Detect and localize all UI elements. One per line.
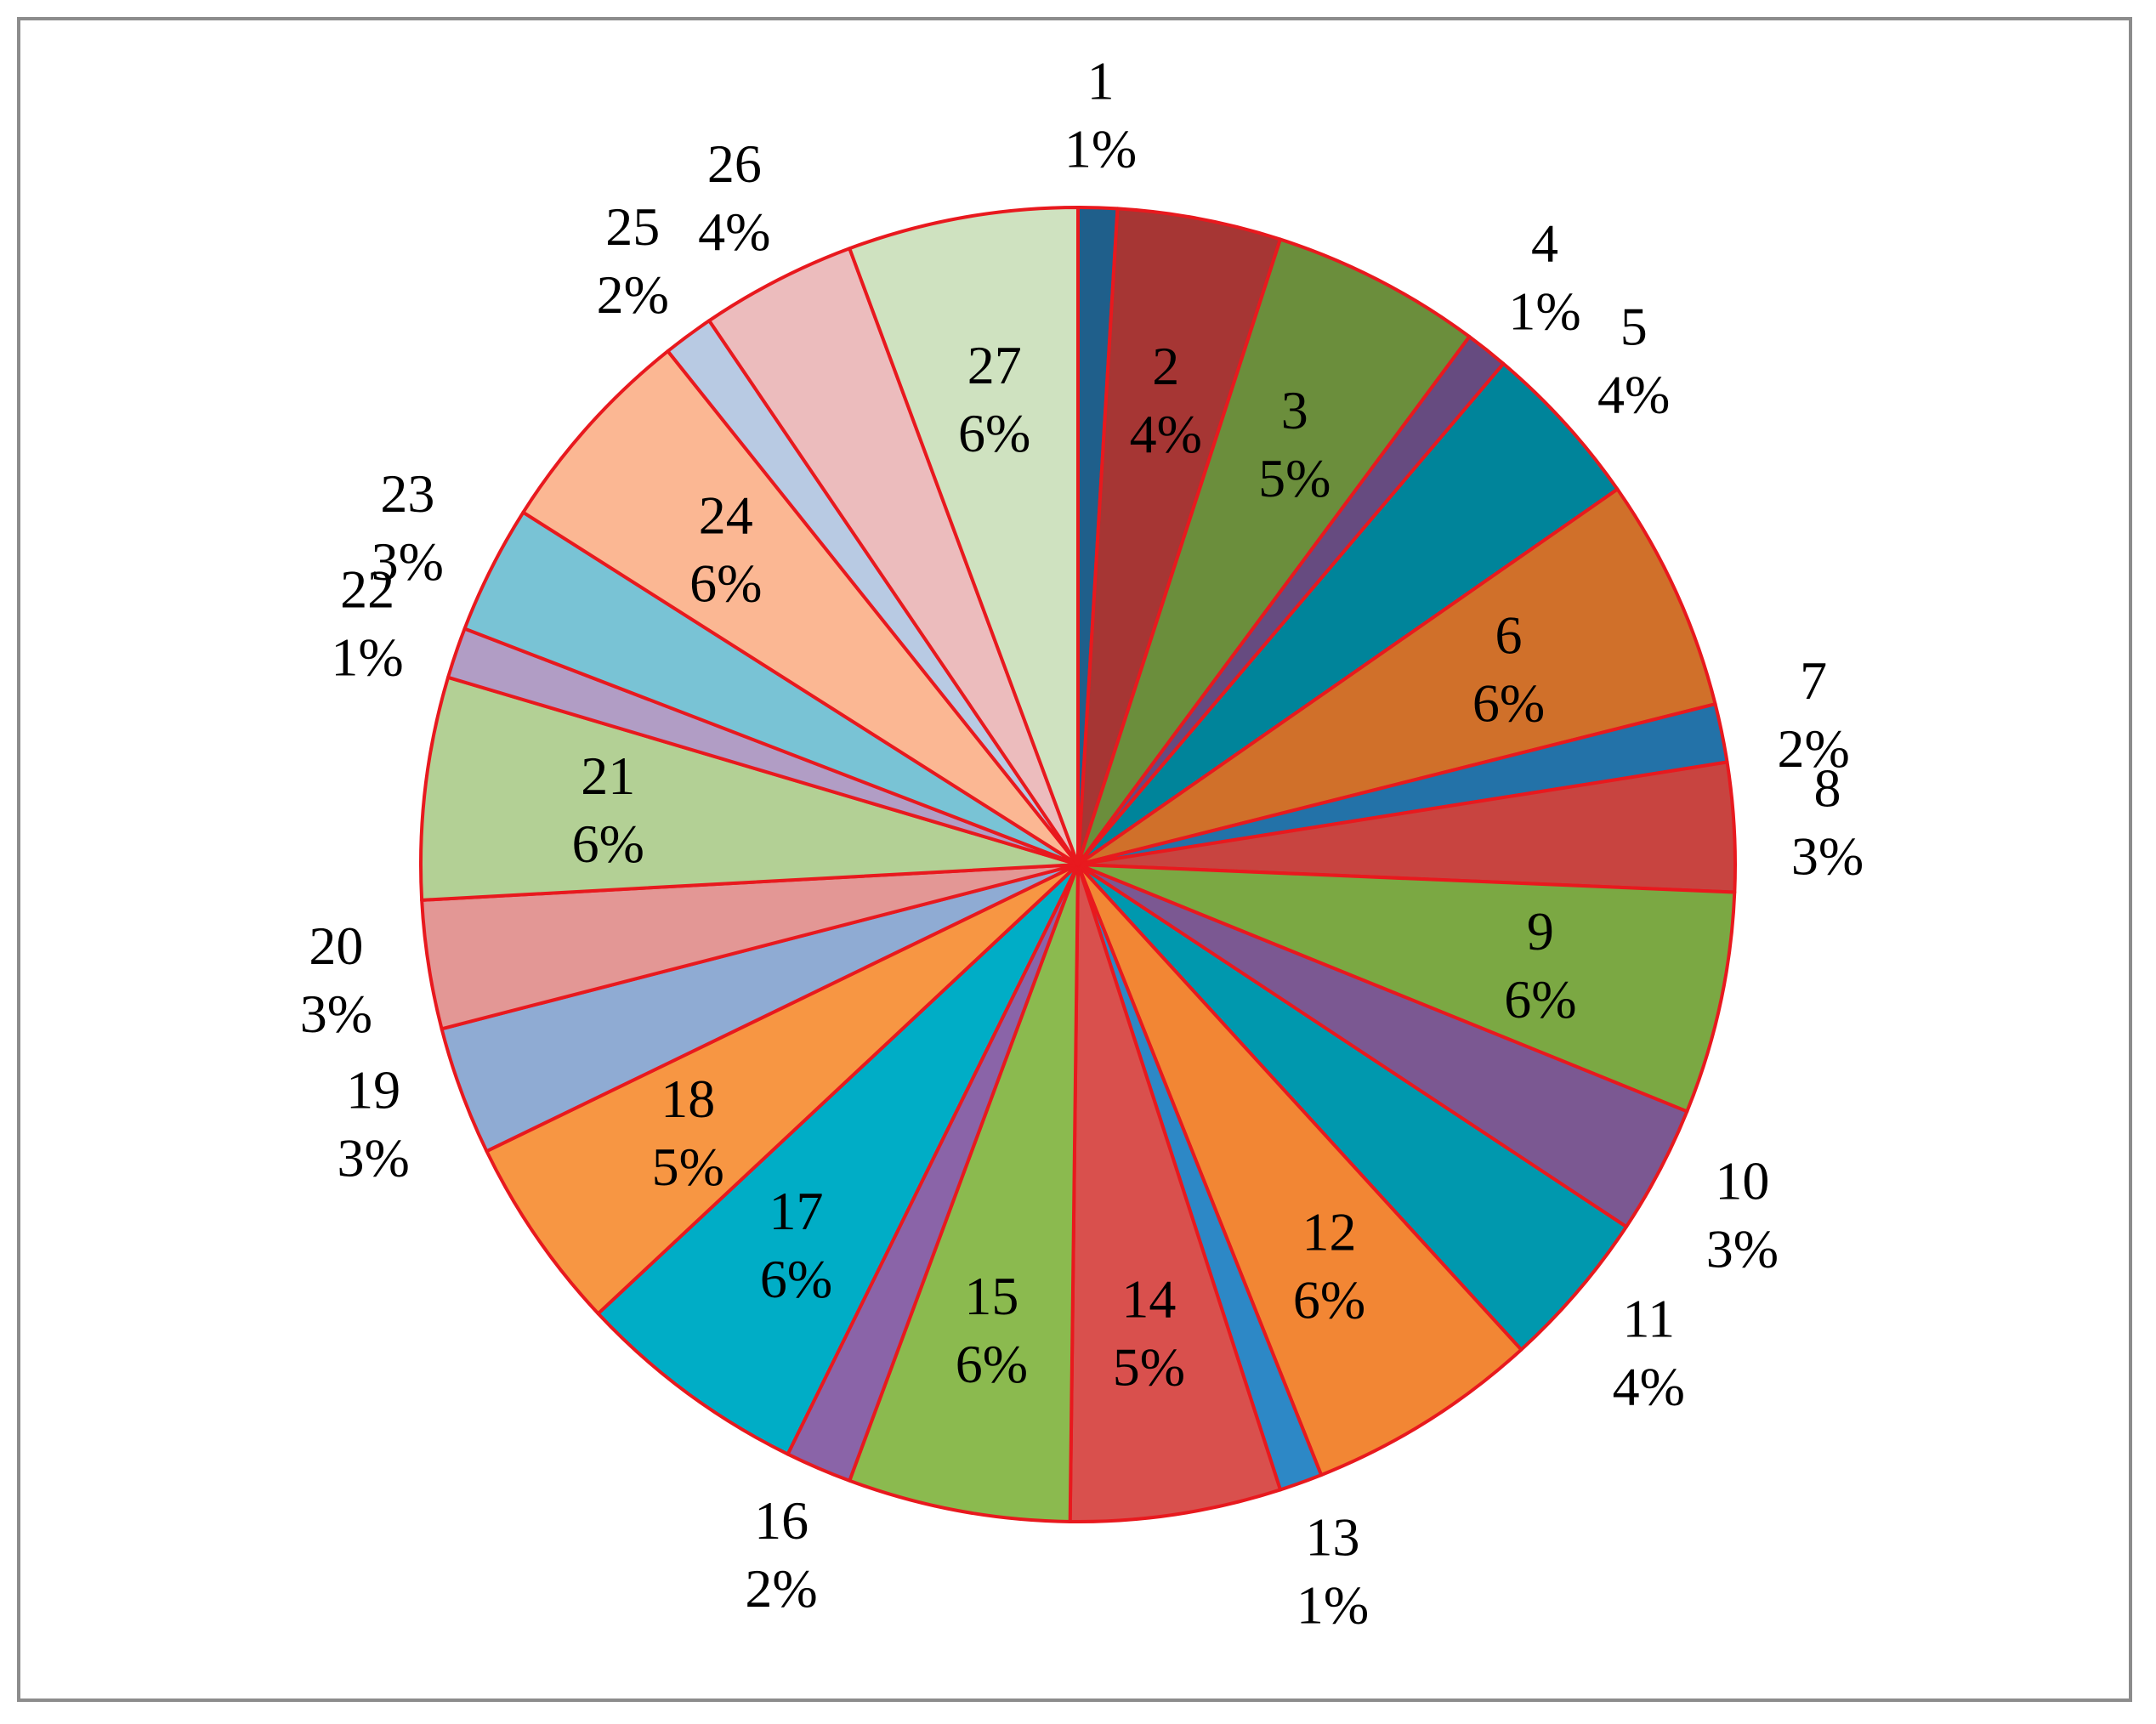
pie-slice-5: [1076, 361, 1620, 866]
pie-slice-18: [485, 863, 1080, 1316]
slice-percent-14: 5%: [1113, 1336, 1185, 1397]
pie-slice-26: [707, 247, 1080, 866]
slice-number-18: 18: [661, 1069, 715, 1129]
slice-number-8: 8: [1814, 758, 1841, 819]
pie-slice-6: [1076, 487, 1717, 866]
slice-number-19: 19: [346, 1059, 400, 1120]
pie-slice-14: [1068, 863, 1282, 1523]
slice-number-22: 22: [340, 559, 394, 620]
slice-number-27: 27: [967, 335, 1022, 395]
slice-percent-22: 1%: [331, 627, 403, 688]
slice-label-23: 23 3%: [372, 463, 444, 592]
slice-percent-20: 3%: [300, 984, 372, 1044]
slice-number-11: 11: [1622, 1289, 1675, 1349]
slice-label-6: 6 6%: [1472, 604, 1545, 733]
slice-label-20: 20 3%: [300, 916, 372, 1044]
slice-label-25: 25 2%: [597, 196, 669, 325]
pie-slice-24: [521, 349, 1080, 866]
slice-percent-7: 2%: [1777, 718, 1849, 779]
slice-percent-12: 6%: [1293, 1270, 1365, 1330]
pie-slice-12: [1076, 863, 1523, 1477]
slice-percent-24: 6%: [689, 553, 762, 613]
slice-label-14: 14 5%: [1113, 1268, 1185, 1397]
slice-number-24: 24: [699, 485, 753, 545]
slice-label-8: 8 3%: [1791, 758, 1864, 887]
pie-slice-3: [1076, 237, 1472, 866]
slice-percent-17: 6%: [760, 1249, 832, 1309]
slice-percent-9: 6%: [1504, 969, 1576, 1029]
slice-number-23: 23: [380, 463, 434, 524]
slice-number-9: 9: [1527, 901, 1554, 961]
slice-label-4: 4 1%: [1508, 213, 1580, 341]
slice-number-6: 6: [1495, 604, 1523, 665]
slice-number-1: 1: [1087, 50, 1115, 111]
slice-number-13: 13: [1306, 1507, 1360, 1568]
slice-label-7: 7 2%: [1777, 650, 1849, 779]
slice-label-18: 18 5%: [652, 1069, 724, 1197]
slice-percent-8: 3%: [1791, 826, 1864, 887]
slice-number-26: 26: [707, 133, 762, 194]
slice-number-14: 14: [1121, 1268, 1176, 1329]
slice-percent-15: 6%: [956, 1334, 1028, 1394]
slice-number-16: 16: [754, 1490, 808, 1551]
pie-slice-17: [596, 863, 1080, 1456]
slice-number-4: 4: [1531, 213, 1558, 273]
slice-number-10: 10: [1715, 1150, 1769, 1211]
pie-labels: 1 1%2 4% 3 5%4 1% 5 4%6 6% 7 2%8 3%9 6%10 3%11 4%12 6%1…: [300, 50, 1864, 1635]
slice-label-24: 24 6%: [689, 485, 762, 613]
slice-number-21: 21: [581, 746, 635, 806]
pie-slice-9: [1076, 863, 1737, 1114]
slice-percent-18: 5%: [652, 1137, 724, 1197]
slice-percent-23: 3%: [372, 531, 444, 592]
slice-percent-11: 4%: [1613, 1357, 1685, 1417]
slice-label-9: 9 6%: [1504, 901, 1576, 1029]
slice-percent-25: 2%: [597, 264, 669, 325]
pie-slice-21: [419, 675, 1080, 902]
slice-label-1: 1 1%: [1064, 50, 1137, 179]
pie-slice-27: [848, 206, 1080, 866]
slice-label-2: 2 4%: [1130, 336, 1202, 464]
slice-percent-13: 1%: [1296, 1575, 1369, 1636]
slice-number-3: 3: [1281, 380, 1308, 440]
slice-label-5: 5 4%: [1597, 296, 1670, 424]
slice-label-16: 16 2%: [745, 1490, 817, 1619]
slice-label-26: 26 4%: [698, 133, 770, 262]
pie-slice-2: [1076, 207, 1282, 866]
slice-percent-4: 1%: [1508, 281, 1580, 341]
pie-slice-11: [1076, 863, 1628, 1352]
pie-slices: [419, 206, 1737, 1523]
slice-percent-3: 5%: [1258, 448, 1330, 508]
slice-percent-10: 3%: [1706, 1218, 1779, 1279]
slice-number-20: 20: [309, 916, 363, 976]
slice-percent-21: 6%: [572, 814, 644, 874]
slice-label-11: 11 4%: [1613, 1289, 1685, 1417]
slice-label-22: 22 1%: [331, 559, 403, 688]
slice-label-15: 15 6%: [956, 1266, 1028, 1394]
slice-percent-26: 4%: [698, 201, 770, 262]
pie-slice-15: [848, 863, 1080, 1523]
slice-label-12: 12 6%: [1293, 1202, 1365, 1330]
slice-percent-2: 4%: [1130, 404, 1202, 464]
slice-number-12: 12: [1302, 1202, 1356, 1262]
slice-label-21: 21 6%: [572, 746, 644, 874]
slice-number-17: 17: [769, 1181, 824, 1241]
slice-percent-1: 1%: [1064, 118, 1137, 179]
slice-number-15: 15: [964, 1266, 1018, 1326]
slice-number-25: 25: [605, 196, 660, 257]
slice-percent-27: 6%: [958, 403, 1030, 463]
slice-label-10: 10 3%: [1706, 1150, 1779, 1279]
slice-number-7: 7: [1800, 650, 1827, 711]
slice-label-3: 3 5%: [1258, 380, 1330, 508]
slice-percent-6: 6%: [1472, 672, 1545, 733]
slice-label-17: 17 6%: [760, 1181, 832, 1309]
slice-number-2: 2: [1152, 336, 1179, 396]
slice-percent-19: 3%: [338, 1127, 410, 1188]
slice-label-27: 27 6%: [958, 335, 1030, 463]
slice-percent-5: 4%: [1597, 364, 1670, 424]
slice-label-13: 13 1%: [1296, 1507, 1369, 1636]
slice-percent-16: 2%: [745, 1558, 817, 1619]
slice-number-5: 5: [1620, 296, 1648, 356]
slice-label-19: 19 3%: [338, 1059, 410, 1188]
